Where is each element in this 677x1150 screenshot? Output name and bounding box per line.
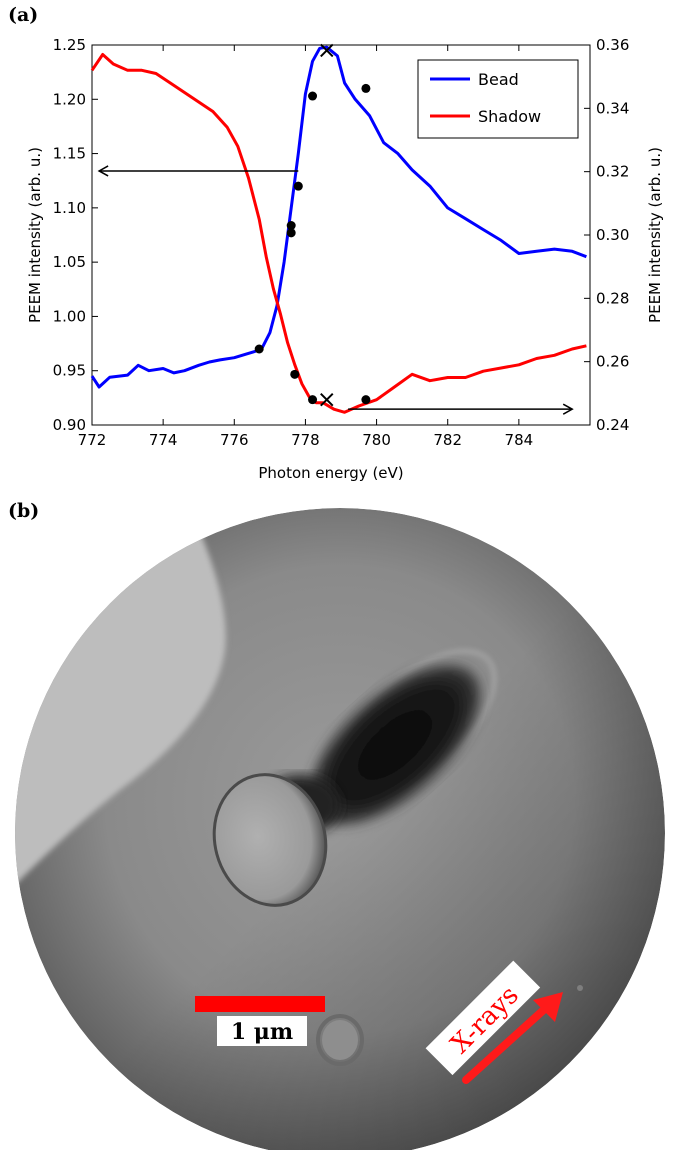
y-right-tick-label: 0.28 bbox=[596, 289, 629, 307]
bead-shadow bbox=[310, 665, 480, 825]
y-right-axis-title: PEEM intensity (arb. u.) bbox=[646, 147, 664, 323]
y-left-tick-label: 1.10 bbox=[53, 199, 86, 217]
y-right-tick-label: 0.30 bbox=[596, 226, 629, 244]
x-tick-label: 780 bbox=[362, 431, 391, 449]
x-tick-label: 776 bbox=[220, 431, 249, 449]
legend-bead-label: Bead bbox=[478, 70, 519, 89]
y-left-tick-label: 0.90 bbox=[53, 416, 86, 434]
small-ring bbox=[316, 1014, 364, 1066]
bead-dot-marker bbox=[293, 181, 303, 191]
shadow-min-cross bbox=[320, 392, 334, 407]
y-right-tick-label: 0.26 bbox=[596, 353, 629, 371]
peem-image: 1 μm X-rays bbox=[15, 508, 665, 1150]
y-left-tick-label: 1.05 bbox=[53, 253, 86, 271]
y-left-tick-label: 1.00 bbox=[53, 307, 86, 325]
bead-dot-marker bbox=[308, 91, 318, 101]
y-right-tick-label: 0.34 bbox=[596, 99, 629, 117]
shadow-dot-marker bbox=[290, 369, 300, 379]
y-left-tick-label: 1.15 bbox=[53, 145, 86, 163]
shadow-dot-marker bbox=[361, 395, 371, 405]
scale-label-box bbox=[217, 1016, 307, 1046]
series-line-shadow bbox=[90, 53, 587, 414]
y-left-tick-label: 1.20 bbox=[53, 90, 86, 108]
x-tick-label: 782 bbox=[433, 431, 462, 449]
x-tick-label: 774 bbox=[149, 431, 178, 449]
panel-b-label: (b) bbox=[8, 500, 40, 522]
scale-label: 1 μm bbox=[231, 1019, 293, 1045]
xray-arrow-shaft bbox=[462, 1002, 552, 1084]
y-right-tick-label: 0.36 bbox=[596, 36, 629, 54]
bead-dot-marker bbox=[286, 228, 296, 238]
series-layer bbox=[90, 45, 587, 414]
cross-stroke bbox=[320, 392, 334, 407]
x-axis-title: Photon energy (eV) bbox=[258, 464, 403, 482]
axis-arrow-head bbox=[97, 165, 109, 177]
bead-peak-cross bbox=[320, 43, 334, 58]
axis-layer: 772 774 776 778 780 782 784 0.90 0.95 1.00 1.05 1.1… bbox=[53, 36, 630, 449]
y-right-tick-label: 0.32 bbox=[596, 163, 629, 181]
cross-stroke bbox=[320, 43, 334, 58]
shadow-dot-marker bbox=[308, 395, 318, 405]
series-line-bead bbox=[90, 45, 587, 389]
y-right-tick-label: 0.24 bbox=[596, 416, 629, 434]
shadow-dot-marker bbox=[254, 344, 264, 354]
line-chart: 772 774 776 778 780 782 784 0.90 0.95 1.00 1.05 1.1… bbox=[26, 36, 664, 482]
shadow-dot-marker bbox=[286, 221, 296, 230]
scale-bar bbox=[195, 996, 325, 1012]
bead-dot-marker bbox=[361, 83, 371, 93]
bead bbox=[212, 773, 328, 907]
x-tick-label: 772 bbox=[78, 431, 107, 449]
y-left-tick-label: 0.95 bbox=[53, 362, 86, 380]
panel-a-label: (a) bbox=[8, 4, 39, 26]
y-left-tick-label: 1.25 bbox=[53, 36, 86, 54]
marker-layer bbox=[97, 43, 574, 415]
y-left-axis-title: PEEM intensity (arb. u.) bbox=[26, 147, 44, 323]
legend: Bead Shadow bbox=[417, 59, 579, 139]
axis-arrow-head bbox=[562, 403, 574, 415]
legend-shadow-label: Shadow bbox=[478, 107, 541, 126]
x-tick-label: 784 bbox=[505, 431, 534, 449]
xray-arrow-head bbox=[533, 992, 563, 1022]
x-tick-label: 778 bbox=[291, 431, 320, 449]
